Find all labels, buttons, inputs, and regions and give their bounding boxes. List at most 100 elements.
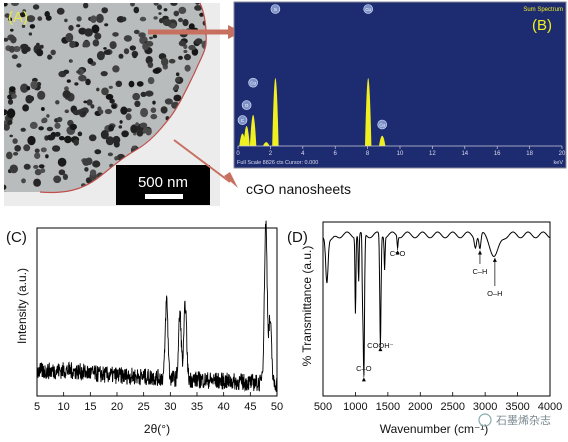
tem-particle — [26, 15, 36, 23]
tem-particle — [108, 85, 113, 89]
tem-particle — [101, 87, 109, 96]
xrd-tick-label: 25 — [138, 401, 150, 413]
tem-particle — [199, 12, 204, 17]
panel-b-label: (B) — [532, 17, 552, 34]
tem-particle — [68, 25, 74, 31]
tem-particle — [25, 46, 31, 52]
tem-particle — [34, 168, 42, 176]
tem-particle — [133, 29, 140, 35]
tem-particle — [12, 46, 21, 52]
eds-tick-label: 6 — [334, 151, 338, 157]
xrd-tick-label: 50 — [271, 401, 283, 413]
eds-background — [233, 1, 567, 169]
tem-particle — [149, 36, 153, 40]
eds-peak-marker — [241, 100, 252, 110]
xrd-tick-label: 10 — [58, 401, 70, 413]
xrd-tick-label: 20 — [111, 401, 123, 413]
eds-peak — [263, 142, 270, 146]
xrd-tick-label: 45 — [244, 401, 256, 413]
tem-particle — [125, 113, 132, 121]
ftir-tick-label: 3500 — [505, 401, 529, 413]
tem-particle — [182, 19, 189, 27]
tem-particle — [150, 113, 158, 120]
tem-particle — [107, 152, 113, 157]
tem-particle — [12, 138, 18, 144]
ftir-annotation-arrowhead — [477, 250, 482, 255]
tem-particle — [22, 9, 27, 13]
eds-tick-label: 14 — [461, 151, 468, 157]
tem-particle — [83, 3, 89, 9]
eds-peak — [379, 135, 386, 146]
tem-particle — [46, 126, 54, 132]
tem-particle — [130, 3, 135, 7]
tem-particle — [7, 99, 14, 105]
tem-particle — [65, 32, 74, 43]
panel-b: Sum Spectrum (B) C O Cu S Cu Cu 0 2 4 6 8 10 12 14 16… — [233, 1, 567, 169]
panel-d-label: (D) — [287, 229, 308, 246]
eds-peaks: C O Cu S Cu Cu — [237, 4, 388, 146]
tem-particle — [58, 136, 65, 141]
tem-particle — [113, 141, 120, 148]
tem-particle — [105, 136, 115, 146]
tem-particle — [36, 48, 44, 57]
tem-particle — [115, 80, 123, 88]
ftir-annotation-arrowhead — [395, 250, 400, 255]
tem-particle — [152, 100, 156, 105]
tem-particle — [9, 134, 13, 138]
tem-particle — [4, 3, 8, 7]
ftir-y-label: % Transmittance (a.u.) — [300, 246, 314, 367]
tem-particle — [96, 87, 100, 92]
tem-particle — [46, 134, 56, 141]
xrd-plot-frame — [36, 227, 278, 397]
ftir-plot-frame — [322, 221, 551, 397]
tem-particle — [22, 104, 29, 112]
tem-particle — [28, 32, 33, 36]
tem-particle — [159, 18, 164, 24]
tem-particle — [92, 160, 101, 168]
tem-particle — [76, 24, 81, 28]
tem-particle — [91, 24, 100, 34]
tem-particle — [85, 78, 91, 86]
eds-peak-marker — [237, 115, 248, 125]
tem-particle — [55, 100, 60, 105]
eds-unit: keV — [554, 160, 564, 166]
tem-particle — [33, 178, 41, 187]
eds-tick-label: 16 — [494, 151, 501, 157]
tem-particle — [46, 114, 50, 118]
tem-particle — [56, 7, 65, 15]
tem-particle — [92, 39, 100, 47]
tem-particle — [140, 91, 147, 97]
panel-a: (A) 500 nm cGO nanosheets — [4, 2, 351, 206]
tem-particle — [194, 38, 203, 45]
tem-particle — [96, 13, 104, 23]
tem-particle — [32, 4, 40, 10]
eds-tick-label: 18 — [526, 151, 533, 157]
tem-particle — [66, 79, 71, 83]
ftir-x-ticks: 500 1000 1500 2000 2500 3000 3500 4000 — [314, 392, 562, 413]
arrow-head-label — [224, 172, 238, 188]
tem-particle — [103, 49, 111, 55]
tem-particle — [194, 5, 203, 11]
nanosheet-annotation: cGO nanosheets — [246, 181, 351, 197]
tem-particle — [100, 130, 109, 140]
tem-particle — [4, 13, 10, 18]
panel-d: (D) % Transmittance (a.u.) 500 1000 1500 20… — [287, 221, 562, 436]
tem-particle — [62, 173, 68, 180]
tem-particle — [130, 124, 139, 134]
tem-particle — [112, 32, 119, 37]
tem-particle — [163, 8, 168, 12]
tem-particle — [153, 3, 159, 6]
tem-particle — [11, 3, 19, 7]
tem-particle — [10, 36, 17, 44]
tem-particle — [161, 57, 169, 67]
tem-particle — [90, 104, 95, 109]
tem-particle — [4, 109, 8, 116]
tem-particle — [10, 28, 14, 32]
tem-particle — [53, 175, 62, 184]
tem-particle — [183, 49, 188, 54]
tem-particle — [175, 76, 181, 83]
ftir-tick-label: 500 — [314, 401, 332, 413]
tem-particle — [178, 40, 187, 47]
tem-particle — [131, 145, 136, 149]
